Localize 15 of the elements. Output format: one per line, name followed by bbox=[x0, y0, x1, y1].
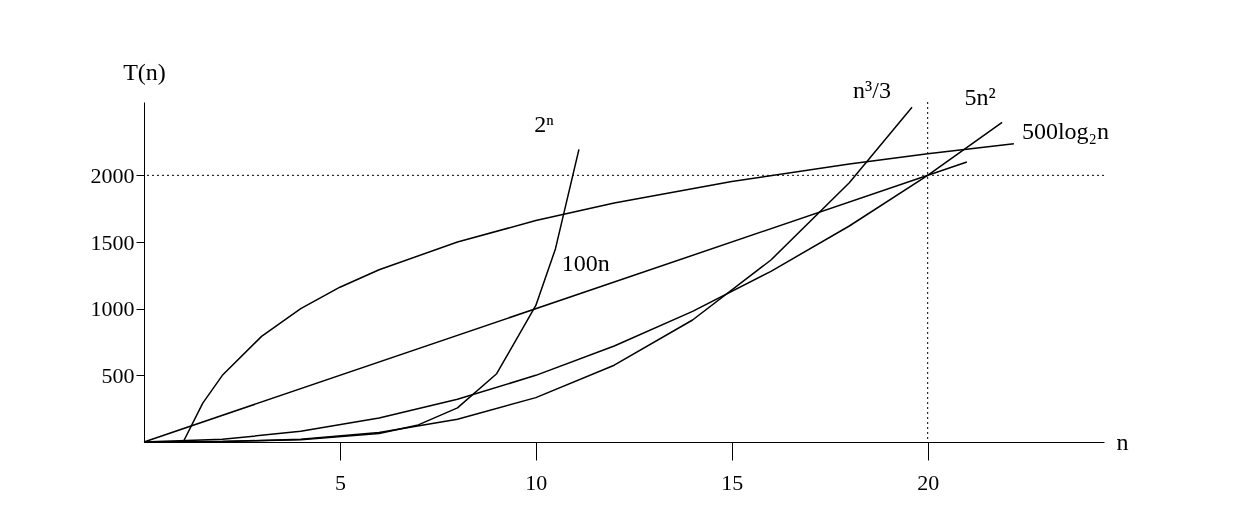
x-tick-label: 5 bbox=[334, 469, 346, 495]
y-tick-label: 1000 bbox=[90, 296, 135, 322]
series-label: 500log₂n bbox=[1021, 117, 1109, 144]
y-tick-label: 2000 bbox=[90, 162, 135, 188]
series-label: 2ⁿ bbox=[534, 111, 555, 138]
x-tick-label: 20 bbox=[917, 469, 940, 495]
x-axis-title: n bbox=[1116, 428, 1129, 455]
x-tick-label: 10 bbox=[525, 469, 548, 495]
x-tick-label: 15 bbox=[721, 469, 744, 495]
series-label: 5n² bbox=[964, 84, 996, 111]
series-label: n³/3 bbox=[853, 77, 891, 104]
y-axis-title: T(n) bbox=[123, 58, 166, 85]
y-tick-label: 1500 bbox=[90, 229, 135, 255]
series-label: 100n bbox=[561, 250, 610, 276]
y-tick-label: 500 bbox=[101, 362, 135, 388]
